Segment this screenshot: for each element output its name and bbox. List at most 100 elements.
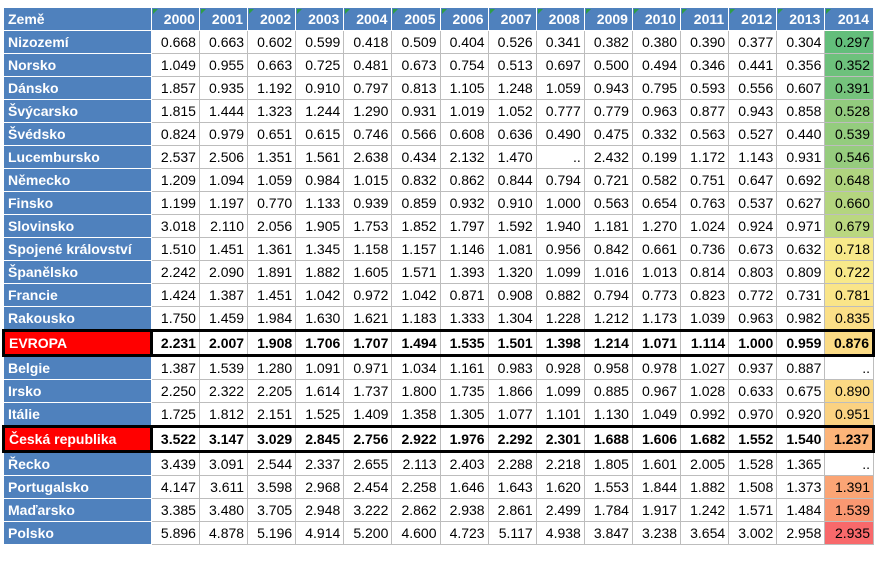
value-cell: 2.862 — [391, 498, 441, 522]
table-row: Finsko 1.199 1.197 0.770 1.133 0.939 0.859 0.93… — [3, 191, 874, 215]
value-cell: 1.000 — [728, 329, 778, 357]
value-cell: 4.147 — [150, 475, 200, 499]
year-column-header: 2011 — [680, 7, 730, 31]
value-cell: 1.908 — [247, 329, 297, 357]
value-cell: 1.323 — [247, 99, 297, 123]
country-name-cell: Řecko — [3, 451, 152, 476]
country-name-cell: Finsko — [3, 191, 152, 215]
year-column-header: 2006 — [439, 7, 489, 31]
value-cell: 5.896 — [150, 521, 200, 545]
value-cell-2014: 0.539 — [824, 122, 874, 146]
value-cell: 1.049 — [150, 53, 200, 77]
value-cell: 3.029 — [247, 425, 297, 453]
value-cell-2014: .. — [824, 451, 874, 476]
value-cell: 3.385 — [150, 498, 200, 522]
value-cell: 1.805 — [583, 451, 633, 476]
country-name-cell: Itálie — [3, 402, 152, 427]
value-cell: 0.924 — [728, 214, 778, 238]
value-cell: 1.105 — [439, 76, 489, 100]
value-cell: 5.117 — [487, 521, 537, 545]
value-cell: 0.885 — [583, 379, 633, 403]
value-cell: 1.643 — [487, 475, 537, 499]
country-name-cell: Rakousko — [3, 306, 152, 331]
value-cell: 0.509 — [391, 30, 441, 54]
value-cell: 0.984 — [295, 168, 345, 192]
value-cell: 2.205 — [247, 379, 297, 403]
value-cell-2014: 2.935 — [824, 521, 874, 545]
value-cell: 1.071 — [631, 329, 682, 357]
value-cell: 2.922 — [391, 425, 441, 453]
value-cell: 0.434 — [391, 145, 441, 169]
year-column-header: 2014 — [824, 7, 874, 31]
value-cell: 0.777 — [535, 99, 585, 123]
value-cell: 2.968 — [295, 475, 345, 499]
value-cell: 0.963 — [728, 306, 778, 331]
year-column-header: 2007 — [487, 7, 537, 31]
value-cell: 2.242 — [150, 260, 200, 284]
value-cell: 1.706 — [295, 329, 345, 357]
table-row: Irsko 2.250 2.322 2.205 1.614 1.737 1.800 1.735… — [3, 379, 874, 403]
value-cell: 2.938 — [439, 498, 489, 522]
value-cell: 3.522 — [150, 425, 200, 453]
table-row: Švédsko 0.824 0.979 0.651 0.615 0.746 0.566 0.6… — [3, 122, 874, 146]
value-cell: 0.304 — [776, 30, 826, 54]
value-cell: 1.077 — [487, 402, 537, 427]
value-cell: 1.214 — [583, 329, 633, 357]
value-cell: 0.332 — [631, 122, 682, 146]
value-cell: 1.866 — [487, 379, 537, 403]
value-cell: 1.508 — [728, 475, 778, 499]
year-column-header: 2005 — [391, 7, 441, 31]
value-cell: 1.800 — [391, 379, 441, 403]
value-cell: 0.832 — [391, 168, 441, 192]
value-cell: 5.200 — [343, 521, 393, 545]
value-cell: 1.039 — [680, 306, 730, 331]
value-cell: 1.976 — [439, 425, 489, 453]
value-cell: 0.967 — [631, 379, 682, 403]
year-column-header: 2002 — [247, 7, 297, 31]
value-cell: 0.978 — [631, 355, 682, 380]
value-cell: 0.797 — [343, 76, 393, 100]
value-cell: 1.161 — [439, 355, 489, 380]
value-cell: 1.049 — [631, 402, 682, 427]
value-cell: 0.943 — [583, 76, 633, 100]
value-cell: 2.292 — [487, 425, 537, 453]
value-cell: 0.931 — [391, 99, 441, 123]
value-cell: 1.387 — [150, 355, 200, 380]
value-cell: 0.593 — [680, 76, 730, 100]
value-cell: 1.606 — [631, 425, 682, 453]
value-cell: 1.290 — [343, 99, 393, 123]
value-cell: 0.773 — [631, 283, 682, 307]
value-cell: 2.151 — [247, 402, 297, 427]
value-cell: 0.632 — [776, 237, 826, 261]
value-cell: 3.705 — [247, 498, 297, 522]
value-cell: 1.228 — [535, 306, 585, 331]
value-cell: 1.940 — [535, 214, 585, 238]
header-row: Země 2000 2001 2002 2003 2004 2005 2006 2007 200… — [3, 7, 874, 31]
country-name-cell: Irsko — [3, 379, 152, 403]
value-cell: 0.663 — [198, 30, 249, 54]
value-cell: 1.393 — [439, 260, 489, 284]
value-cell: 1.052 — [487, 99, 537, 123]
value-cell: 2.432 — [583, 145, 633, 169]
value-cell: 1.540 — [776, 425, 826, 453]
value-cell: 2.948 — [295, 498, 345, 522]
value-cell: 1.320 — [487, 260, 537, 284]
value-cell: 1.028 — [680, 379, 730, 403]
value-cell: 0.661 — [631, 237, 682, 261]
value-cell: 1.484 — [776, 498, 826, 522]
value-cell: 1.844 — [631, 475, 682, 499]
table-body: Nizozemí 0.668 0.663 0.602 0.599 0.418 0.509 0.… — [2, 30, 875, 545]
value-cell: 0.440 — [776, 122, 826, 146]
country-name-cell: Maďarsko — [3, 498, 152, 522]
value-cell: 0.633 — [728, 379, 778, 403]
value-cell-2014: 0.876 — [824, 329, 875, 357]
value-cell: 0.746 — [343, 122, 393, 146]
value-cell: 0.721 — [583, 168, 633, 192]
value-cell: 0.932 — [439, 191, 489, 215]
country-name-cell: Slovinsko — [3, 214, 152, 238]
value-cell: 1.387 — [198, 283, 249, 307]
value-cell: 1.143 — [728, 145, 778, 169]
table-row: Belgie 1.387 1.539 1.280 1.091 0.971 1.034 1.16… — [3, 355, 874, 380]
value-cell: 1.812 — [198, 402, 249, 427]
value-cell: 1.345 — [295, 237, 345, 261]
